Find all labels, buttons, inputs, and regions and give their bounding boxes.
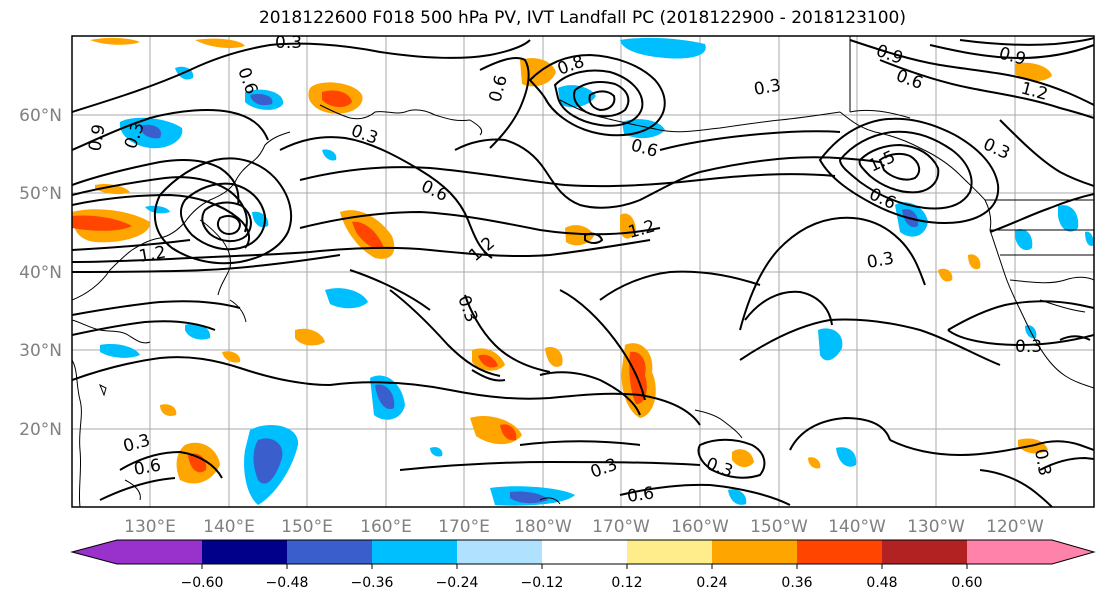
- lon-label: 170°E: [438, 517, 490, 537]
- colorbar-tick-label: −0.36: [351, 575, 394, 591]
- colorbar-segment: [457, 540, 542, 564]
- contour-label: 0.3: [752, 76, 782, 100]
- colorbar-segment: [542, 540, 627, 564]
- colorbar-segment: [967, 540, 1052, 564]
- colorbar-tick-label: 0.12: [611, 575, 642, 591]
- lon-label: 170°W: [592, 517, 650, 537]
- colorbar-tick-label: −0.48: [266, 575, 309, 591]
- coastlines: [72, 36, 1094, 507]
- colorbar-extend-high: [1052, 540, 1094, 564]
- colorbar-segment: [627, 540, 712, 564]
- contour-label: 0.3: [1015, 337, 1042, 357]
- contour-label: 0.9: [85, 123, 109, 153]
- contour-label: 0.6: [132, 456, 162, 480]
- lat-label: 60°N: [19, 106, 62, 126]
- lat-label: 20°N: [19, 420, 62, 440]
- lat-label: 30°N: [19, 341, 62, 361]
- lon-label: 120°W: [986, 517, 1044, 537]
- lon-label: 140°W: [828, 517, 886, 537]
- colorbar-segment: [797, 540, 882, 564]
- longitude-labels: 130°E 140°E 150°E 160°E 170°E 180°W 170°…: [124, 517, 1044, 537]
- colorbar-segment: [712, 540, 797, 564]
- colorbar-tick-label: −0.24: [436, 575, 479, 591]
- lon-label: 130°E: [124, 517, 176, 537]
- lon-label: 160°E: [360, 517, 412, 537]
- colorbar-tick-label: 0.48: [866, 575, 897, 591]
- latitude-labels: 60°N 50°N 40°N 30°N 20°N: [19, 106, 62, 440]
- colorbar-segment: [372, 540, 457, 564]
- contour-label: 0.3: [275, 33, 302, 53]
- lon-label: 150°W: [750, 517, 808, 537]
- lon-label: 130°W: [907, 517, 965, 537]
- colorbar-segment: [117, 540, 202, 564]
- map-title: 2018122600 F018 500 hPa PV, IVT Landfall…: [258, 8, 906, 28]
- map-border: [71, 35, 1095, 508]
- lon-label: 180°W: [514, 517, 572, 537]
- pv-contours: [72, 37, 1094, 507]
- colorbar-tick-label: 0.24: [696, 575, 727, 591]
- contour-label: 0.3: [1030, 447, 1054, 477]
- contour-label: 1.2: [137, 243, 167, 267]
- colorbar-segment: [202, 540, 287, 564]
- contour-label: 0.6: [626, 483, 656, 507]
- contour-label: 0.3: [865, 249, 895, 273]
- colorbar: −0.60 −0.48 −0.36 −0.24 −0.12 0.12 0.24 …: [70, 539, 1096, 591]
- colorbar-extend-low: [72, 540, 117, 564]
- colorbar-segment: [287, 540, 372, 564]
- lon-label: 140°E: [203, 517, 255, 537]
- lon-label: 150°E: [281, 517, 333, 537]
- colorbar-tick-label: −0.60: [181, 575, 224, 591]
- colorbar-tick-label: 0.36: [781, 575, 812, 591]
- colorbar-tick-label: −0.12: [521, 575, 564, 591]
- colorbar-outline: [70, 539, 1096, 565]
- lat-label: 50°N: [19, 184, 62, 204]
- lat-label: 40°N: [19, 263, 62, 283]
- colorbar-segment: [882, 540, 967, 564]
- lon-label: 160°W: [671, 517, 729, 537]
- colorbar-tick-label: 0.60: [951, 575, 982, 591]
